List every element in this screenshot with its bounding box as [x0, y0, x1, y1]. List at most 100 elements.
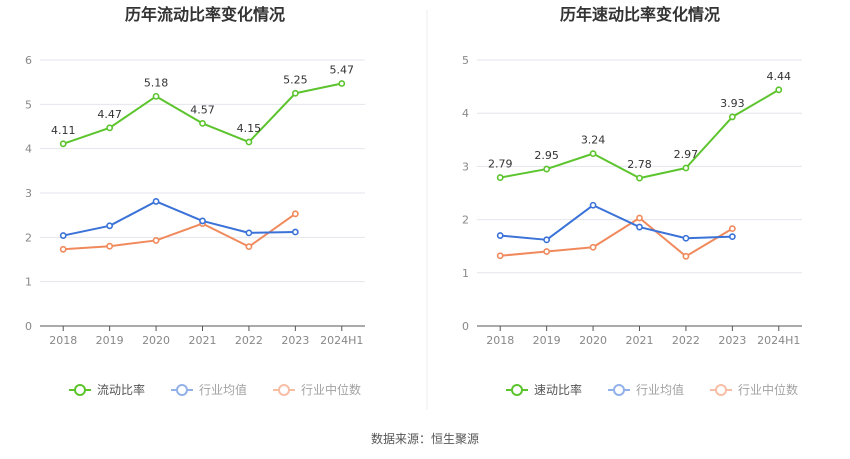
legend-swatch-marker: [278, 384, 290, 396]
x-tick-label: 2019: [96, 334, 124, 347]
data-label: 2.79: [488, 158, 513, 171]
x-tick-label: 2023: [281, 334, 309, 347]
data-point: [589, 243, 597, 251]
legend-item: 行业中位数: [273, 382, 361, 397]
x-tick-label: 2024H1: [320, 334, 363, 347]
chart-panel-2: 历年速动比率变化情况 0 1 2 3 4 5 2018 2019 2020 2021 2022 2023…: [462, 5, 802, 397]
data-point: [682, 164, 690, 172]
data-point: [106, 222, 114, 230]
series-line-3: [500, 217, 733, 258]
y-tick-label: 2: [25, 231, 32, 244]
x-tick-label: 2020: [142, 334, 170, 347]
data-label: 4.15: [237, 122, 262, 135]
data-point: [59, 140, 67, 148]
data-point: [496, 252, 504, 260]
legend-label: 流动比率: [97, 382, 145, 397]
data-point: [496, 174, 504, 181]
y-tick-label: 4: [462, 107, 469, 120]
data-label: 4.44: [767, 70, 792, 83]
legend-item: 行业中位数: [710, 382, 798, 397]
y-tick-label: 1: [462, 267, 469, 280]
x-tick-label: 2021: [189, 334, 217, 347]
data-label: 2.97: [674, 148, 699, 161]
data-point: [59, 232, 67, 239]
data-label: 2.78: [627, 158, 652, 171]
data-point: [152, 198, 160, 205]
data-point: [245, 229, 253, 237]
y-tick-label: 3: [25, 187, 32, 200]
data-point: [59, 245, 67, 253]
y-tick-label: 0: [462, 320, 469, 333]
y-tick-label: 5: [25, 98, 32, 111]
chart-panel-1: 历年流动比率变化情况 0 1 2 3 4 5 6 2018 2019 2020 2021 2022 202…: [25, 5, 365, 397]
legend-item: 行业均值: [608, 382, 684, 397]
data-point: [636, 223, 643, 231]
series-line-2: [500, 204, 733, 241]
data-point: [152, 237, 160, 244]
data-point: [496, 232, 504, 239]
data-point: [589, 201, 597, 209]
data-label: 4.47: [97, 108, 122, 121]
data-label: 2.95: [534, 149, 559, 162]
legend-label: 行业中位数: [738, 382, 798, 397]
y-tick-label: 0: [25, 320, 32, 333]
y-tick-label: 5: [462, 54, 469, 67]
data-label: 5.18: [144, 76, 169, 89]
legend-label: 速动比率: [534, 382, 582, 397]
x-tick-label: 2018: [49, 334, 77, 347]
y-tick-label: 2: [462, 214, 469, 227]
data-point: [543, 165, 551, 173]
chart-title: 历年速动比率变化情况: [560, 5, 720, 24]
data-point: [682, 234, 690, 242]
data-source: 数据来源：恒生聚源: [371, 431, 479, 446]
data-point: [338, 80, 346, 87]
data-label: 4.57: [190, 103, 215, 116]
x-tick-label: 2019: [533, 334, 561, 347]
x-tick-label: 2022: [672, 334, 700, 347]
legend-item: 速动比率: [506, 382, 582, 397]
x-tick-label: 2022: [235, 334, 263, 347]
data-point: [682, 252, 690, 260]
data-point: [589, 150, 597, 158]
legend-swatch-marker: [74, 384, 86, 396]
legend-swatch-marker: [613, 384, 625, 396]
y-tick-label: 1: [25, 276, 32, 289]
data-point: [245, 138, 253, 146]
data-point: [106, 242, 114, 250]
chart-title: 历年流动比率变化情况: [125, 5, 285, 24]
legend-swatch-marker: [715, 384, 727, 396]
series-line-2: [63, 200, 296, 237]
data-label: 5.47: [330, 63, 355, 76]
legend-swatch-marker: [176, 384, 188, 396]
data-point: [728, 225, 736, 233]
data-label: 3.93: [720, 97, 745, 110]
legend-item: 流动比率: [69, 382, 145, 397]
data-point: [291, 89, 299, 97]
legend-label: 行业均值: [199, 382, 247, 397]
data-point: [106, 124, 114, 132]
x-tick-label: 2018: [486, 334, 514, 347]
legend-swatch-marker: [511, 384, 523, 396]
data-label: 4.11: [51, 124, 76, 137]
data-point: [543, 248, 551, 255]
legend-label: 行业中位数: [301, 382, 361, 397]
x-tick-label: 2023: [718, 334, 746, 347]
data-point: [291, 228, 299, 236]
data-point: [291, 210, 299, 218]
y-tick-label: 3: [462, 160, 469, 173]
y-tick-label: 6: [25, 54, 32, 67]
legend-label: 行业均值: [636, 382, 684, 397]
legend-item: 行业均值: [171, 382, 247, 397]
data-point: [199, 119, 206, 127]
data-point: [543, 236, 551, 244]
data-point: [728, 113, 736, 121]
data-point: [728, 233, 736, 241]
series-line-3: [63, 213, 296, 251]
data-point: [636, 214, 643, 222]
data-point: [245, 243, 253, 251]
data-point: [775, 86, 783, 94]
data-label: 5.25: [283, 73, 308, 86]
data-point: [636, 174, 643, 182]
data-label: 3.24: [581, 134, 606, 147]
